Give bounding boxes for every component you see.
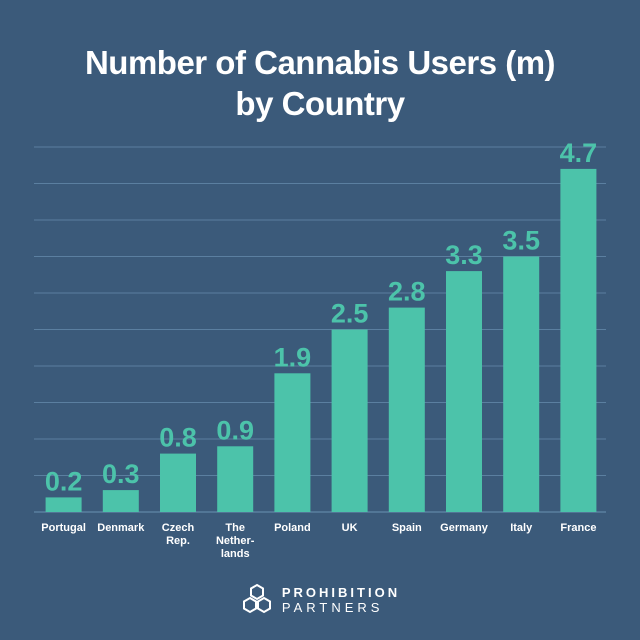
bar-value-label: 3.3 xyxy=(445,240,483,270)
bar-value-label: 1.9 xyxy=(274,342,312,372)
bar xyxy=(331,329,368,512)
bar-value-label: 0.9 xyxy=(216,415,254,445)
bar xyxy=(503,256,540,512)
bar-value-label: 2.5 xyxy=(331,299,369,329)
bar xyxy=(45,497,82,512)
brand-logo: PROHIBITION PARTNERS xyxy=(0,583,640,617)
category-label: France xyxy=(560,522,596,534)
brand-line-1: PROHIBITION xyxy=(281,585,401,600)
category-label: Portugal xyxy=(41,522,86,534)
category-label: Spain xyxy=(392,522,422,534)
bar-value-label: 0.8 xyxy=(159,423,197,453)
category-label: The Nether-lands xyxy=(216,522,255,560)
bar-value-label: 4.7 xyxy=(560,138,598,168)
bar xyxy=(446,271,482,512)
category-label: UK xyxy=(342,522,358,534)
category-label: Poland xyxy=(274,522,311,534)
chart-title-line-2: by Country xyxy=(235,85,405,122)
category-label: Germany xyxy=(440,522,489,534)
category-label: Denmark xyxy=(97,522,145,534)
bar xyxy=(217,446,254,512)
bar xyxy=(560,168,597,512)
bar-value-label: 2.8 xyxy=(388,277,426,307)
bar xyxy=(388,307,425,512)
brand-wordmark: PROHIBITION PARTNERS xyxy=(282,585,400,615)
bar-value-label: 0.2 xyxy=(45,466,83,496)
category-label: Czech Rep. xyxy=(162,522,195,547)
bar-value-label: 3.5 xyxy=(502,226,540,256)
hexagon-cluster-icon xyxy=(242,583,271,614)
bar xyxy=(102,490,139,512)
category-label: Italy xyxy=(510,522,533,534)
bar xyxy=(274,373,311,512)
bar-value-label: 0.3 xyxy=(102,459,140,489)
brand-line-2: PARTNERS xyxy=(281,600,384,615)
chart-title-line-1: Number of Cannabis Users (m) xyxy=(84,44,556,81)
chart-title: Number of Cannabis Users (m) by Country xyxy=(0,42,640,124)
bar xyxy=(160,453,196,512)
